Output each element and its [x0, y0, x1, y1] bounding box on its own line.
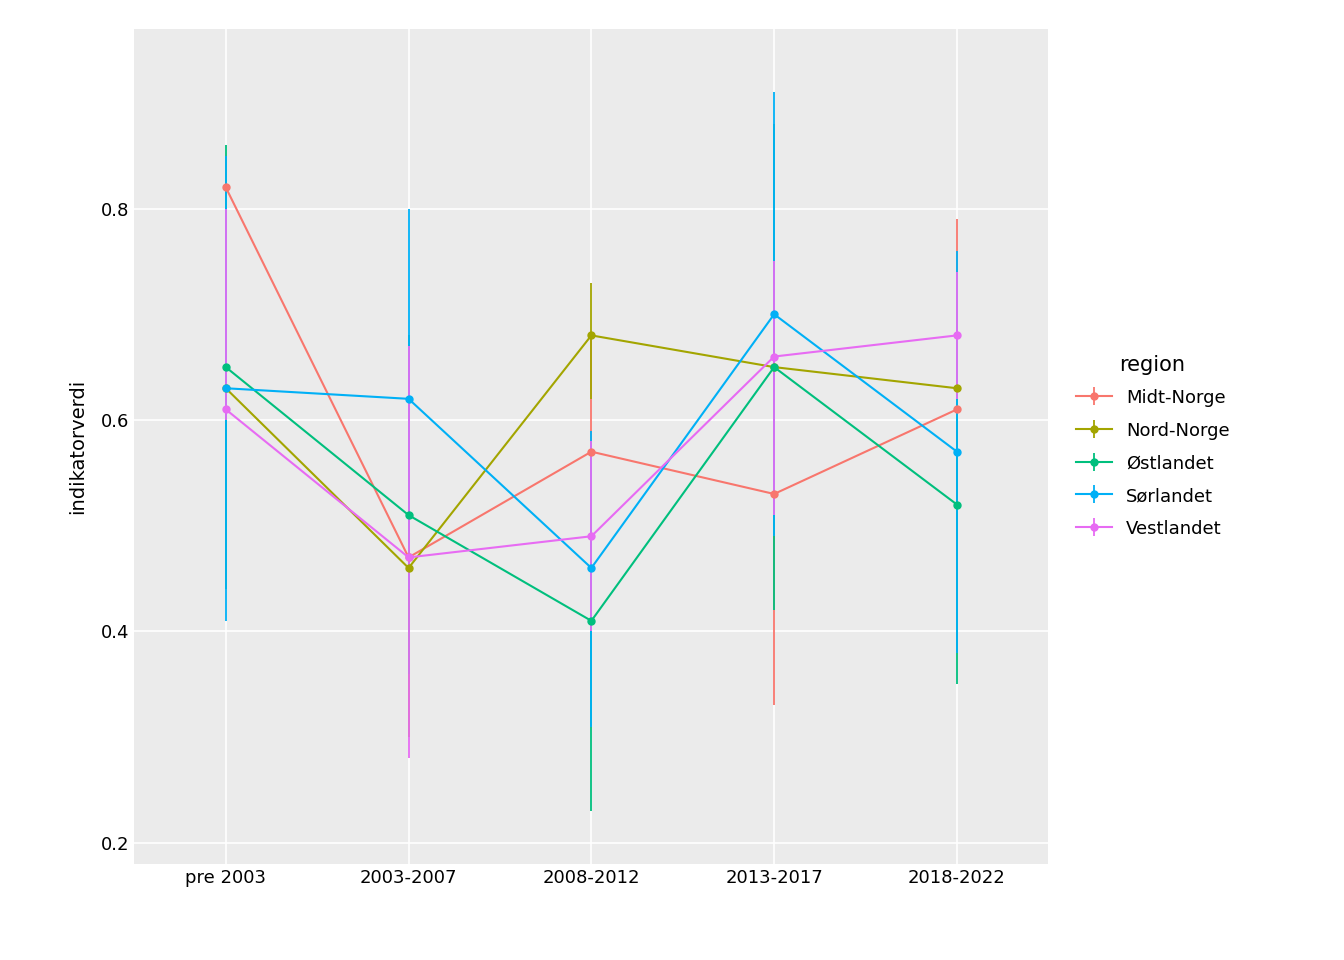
- Y-axis label: indikatorverdi: indikatorverdi: [69, 379, 87, 514]
- Legend: Midt-Norge, Nord-Norge, Østlandet, Sørlandet, Vestlandet: Midt-Norge, Nord-Norge, Østlandet, Sørla…: [1067, 346, 1239, 547]
